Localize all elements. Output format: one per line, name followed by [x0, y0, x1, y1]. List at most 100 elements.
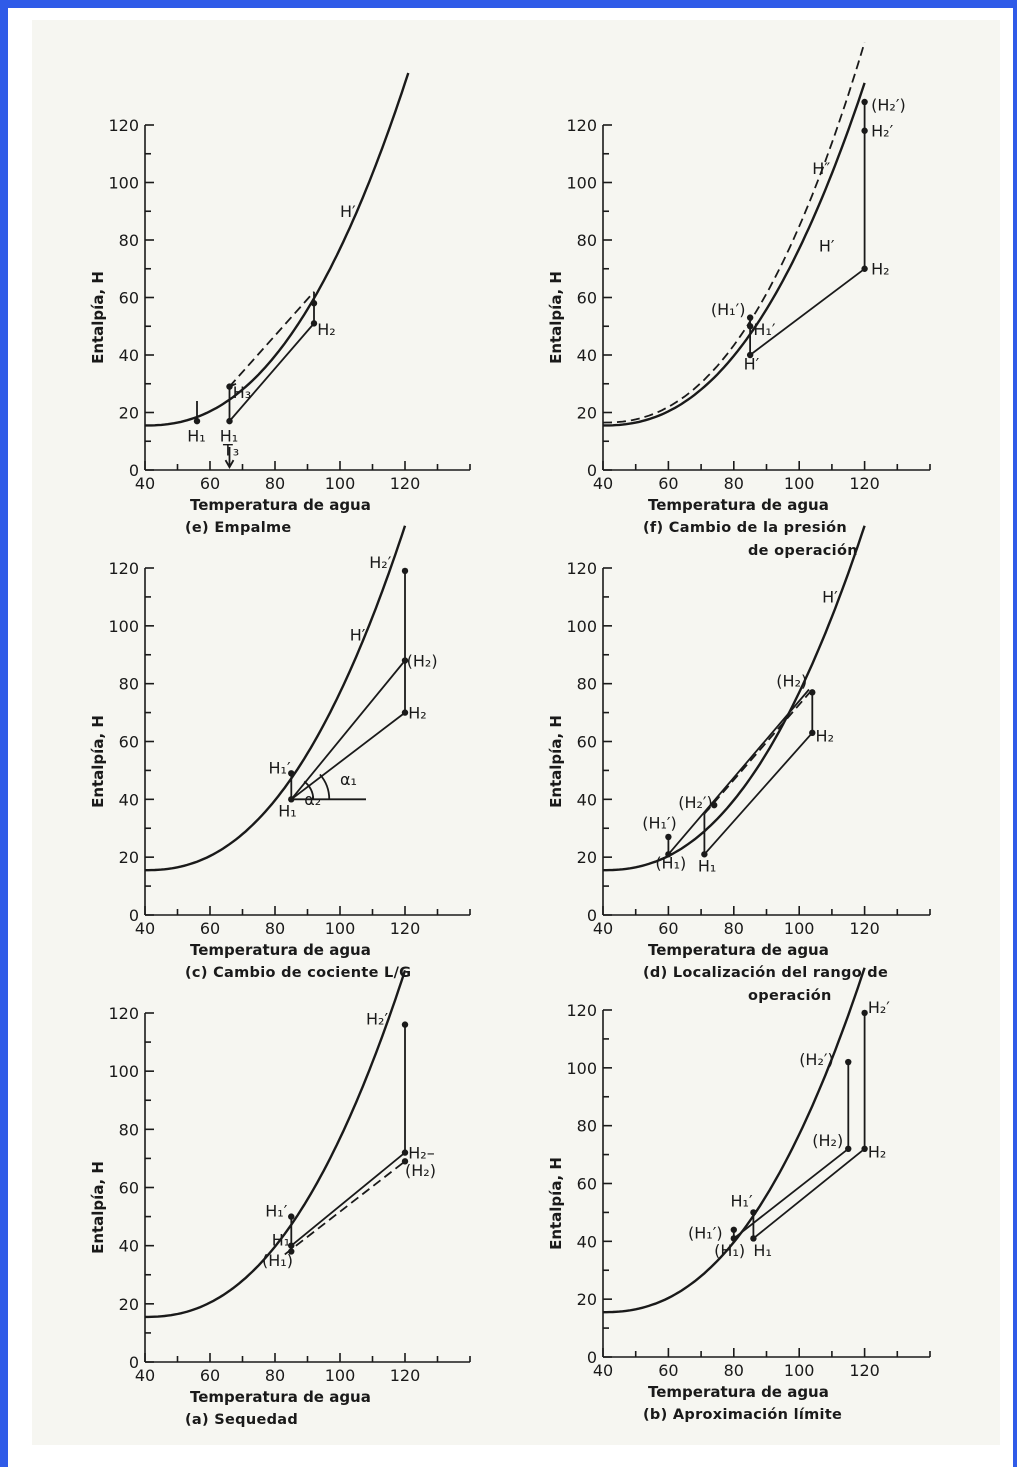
x-tick-label: 60 [200, 474, 220, 493]
y-tick-label: 80 [577, 675, 597, 694]
operating-line [749, 268, 866, 356]
saturation-curve [603, 525, 866, 872]
dashed-enthalpy-curve [602, 42, 866, 424]
operating-line [290, 659, 406, 800]
y-tick-label: 60 [577, 1175, 597, 1194]
x-tick-label: 100 [784, 1361, 815, 1380]
data-point [730, 1226, 737, 1233]
x-tick-label: 120 [849, 919, 880, 938]
point-annotation: T₃ [222, 441, 239, 460]
x-axis-title: Temperatura de agua [648, 1383, 829, 1401]
point-annotation: H₂′ [868, 998, 890, 1017]
data-point [861, 265, 868, 272]
point-annotation: H₂ [816, 727, 834, 746]
data-point [193, 417, 201, 425]
y-tick-label: 120 [108, 559, 139, 578]
y-tick-label: 40 [577, 1232, 597, 1251]
x-tick-label: 80 [265, 474, 285, 493]
y-tick-label: 60 [119, 289, 139, 308]
y-tick-label: 120 [566, 1001, 597, 1020]
point-annotation: H₁′ [269, 758, 291, 777]
data-point [288, 1248, 295, 1255]
x-axis-title: Temperatura de agua [190, 1388, 371, 1406]
y-tick-label: 60 [119, 1179, 139, 1198]
y-tick-label: 40 [577, 790, 597, 809]
y-tick-label: 40 [119, 346, 139, 365]
curve-label: H′ [340, 202, 356, 221]
chart-caption: (c) Cambio de cociente L/G [185, 965, 411, 981]
point-annotation: H₂ [868, 1142, 886, 1161]
point-annotation: H₁ [698, 857, 716, 876]
x-axis-title: Temperatura de agua [190, 496, 371, 514]
dashed-operating-line [284, 1160, 406, 1256]
x-tick-label: 60 [658, 919, 678, 938]
data-point [310, 320, 318, 327]
y-tick-label: 120 [108, 116, 139, 135]
operating-line [290, 1151, 406, 1247]
data-point [288, 1242, 295, 1249]
scanned-page [32, 20, 1000, 1445]
chart-caption: (d) Localización del rango de [643, 965, 888, 981]
x-tick-label: 40 [593, 474, 613, 493]
chart-caption: (a) Sequedad [185, 1412, 298, 1428]
point-annotation: (H₁) [714, 1241, 745, 1260]
curve-label: H′ [350, 625, 366, 644]
saturation-curve [603, 82, 866, 427]
point-annotation: H₁ [272, 1231, 290, 1250]
y-tick-label: 120 [108, 1004, 139, 1023]
data-point [861, 1009, 868, 1017]
curve-label: H′ [819, 237, 835, 256]
data-point [845, 1058, 852, 1066]
y-tick-label: 100 [566, 174, 597, 193]
curve-label: H′ [822, 588, 838, 607]
data-point [288, 1213, 295, 1220]
y-tick-label: 60 [577, 733, 597, 752]
point-annotation: (H₂′) [799, 1050, 834, 1069]
y-tick-label: 120 [566, 116, 597, 135]
x-tick-label: 60 [658, 1361, 678, 1380]
point-annotation: (H₂′) [871, 96, 906, 115]
point-annotation: (H₂) [407, 651, 438, 670]
data-point [746, 323, 754, 330]
point-annotation: H₂ [317, 320, 335, 339]
chart-caption: de operación [748, 543, 858, 559]
data-point [809, 689, 816, 696]
y-tick-label: 0 [129, 461, 139, 480]
point-annotation: H₂′ [871, 122, 893, 141]
y-tick-label: 100 [108, 174, 139, 193]
saturation-curve [603, 967, 866, 1314]
y-tick-label: 80 [577, 1117, 597, 1136]
point-annotation: H₂ [408, 703, 426, 722]
x-tick-label: 100 [784, 474, 815, 493]
point-annotation: H₁ [220, 426, 238, 445]
x-tick-label: 80 [724, 919, 744, 938]
chart-panel-f: 40 60 80 100 120 0 20 40 60 80 100 120 Temperatura d… [547, 42, 931, 559]
y-axis-title: Entalpía, H [547, 271, 565, 364]
x-tick-label: 80 [265, 1366, 285, 1385]
saturation-curve [145, 525, 407, 872]
y-axis-title: Entalpía, H [547, 715, 565, 808]
data-point [861, 127, 868, 134]
y-tick-label: 0 [587, 906, 597, 925]
point-annotation: H₂′ [366, 1010, 388, 1029]
data-point [730, 1235, 737, 1242]
point-annotation: H′ [744, 354, 760, 373]
data-point [288, 796, 295, 803]
data-point [746, 314, 754, 321]
operating-line [752, 1148, 866, 1240]
x-tick-label: 100 [325, 1366, 356, 1385]
point-annotation: (H₂) [776, 672, 807, 691]
x-axis-title: Temperatura de agua [648, 941, 829, 959]
y-tick-label: 40 [119, 1237, 139, 1256]
x-tick-label: 100 [784, 919, 815, 938]
x-axis-title: Temperatura de agua [648, 496, 829, 514]
y-tick-label: 80 [119, 1120, 139, 1139]
y-tick-label: 0 [129, 906, 139, 925]
point-annotation: H₁ [753, 1241, 771, 1260]
point-annotation: H₁′ [753, 320, 775, 339]
point-annotation: H₃ [233, 383, 251, 402]
x-tick-label: 40 [135, 474, 155, 493]
point-annotation: α₁ [340, 770, 357, 789]
y-tick-label: 80 [119, 675, 139, 694]
chart-caption: (e) Empalme [185, 520, 292, 536]
